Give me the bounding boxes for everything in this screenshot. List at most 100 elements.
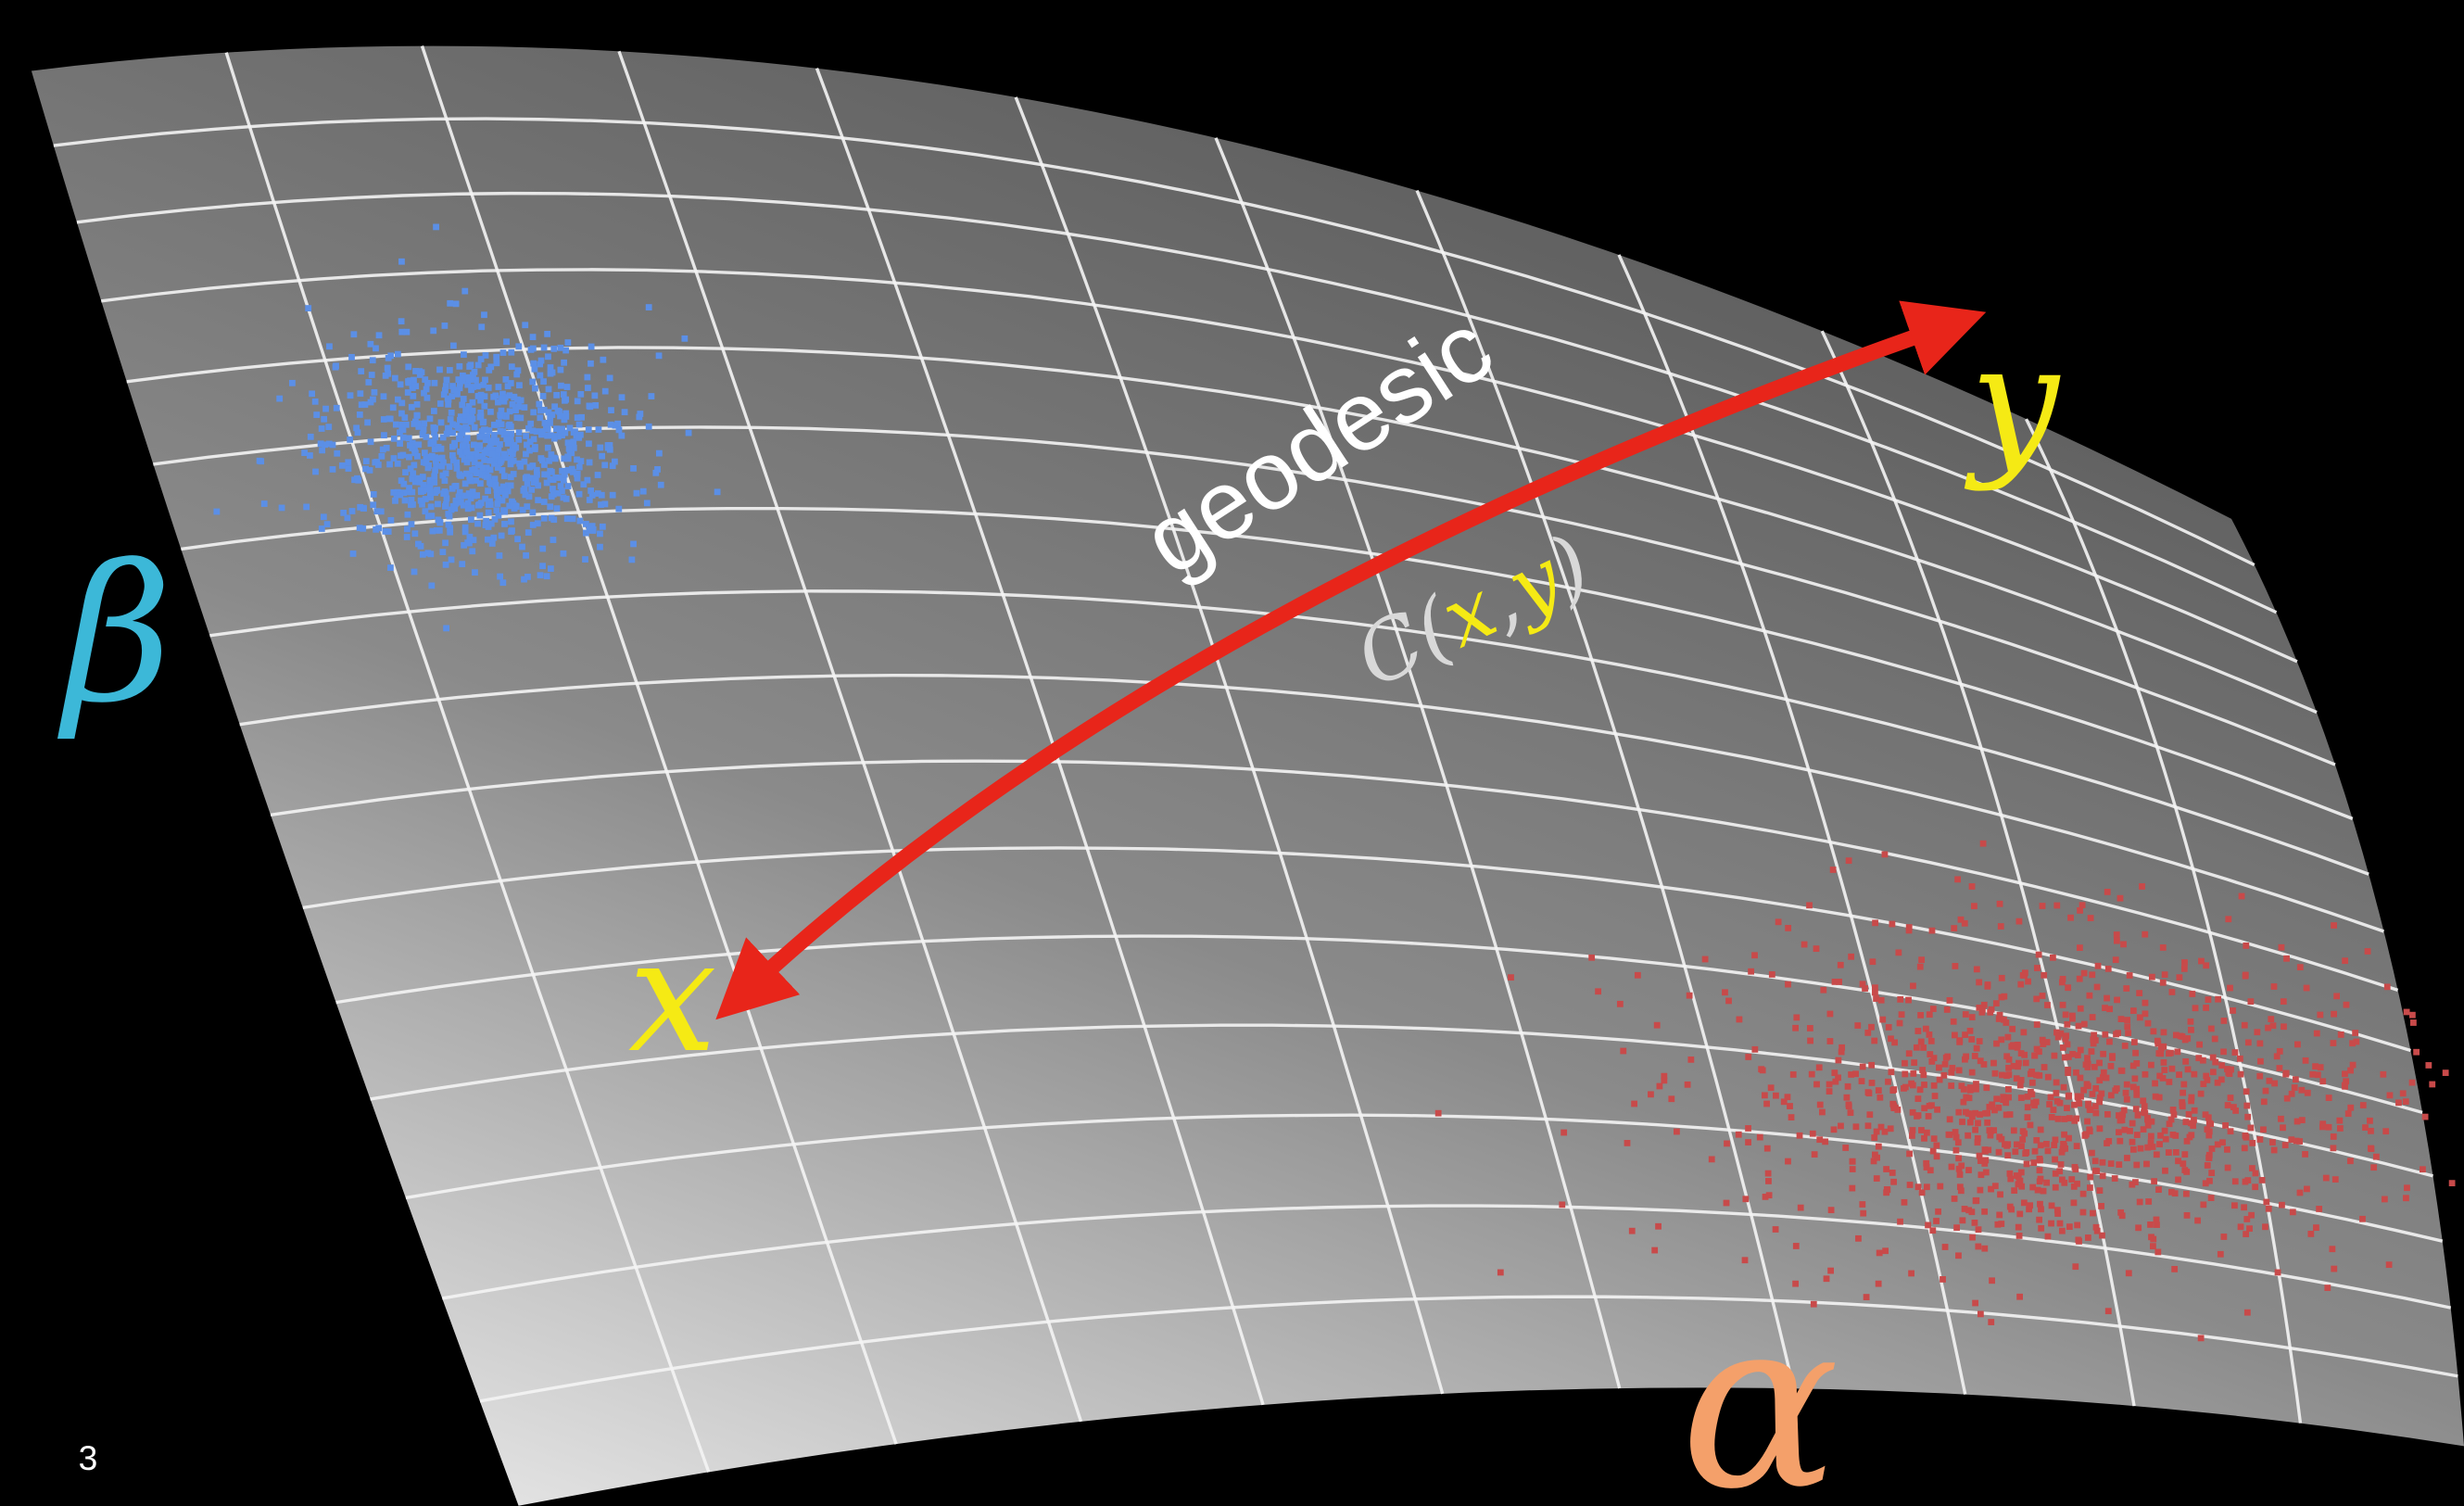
sample-point — [2041, 972, 2047, 979]
sample-point — [468, 386, 474, 393]
sample-point — [2074, 1222, 2080, 1229]
sample-point — [2066, 1054, 2072, 1060]
sample-point — [1985, 981, 1991, 988]
sample-point — [529, 509, 536, 515]
sample-point — [1992, 1070, 1999, 1077]
sample-point — [2097, 1187, 2104, 1194]
sample-point — [1617, 1001, 1624, 1007]
sample-point — [405, 389, 411, 396]
sample-point — [2129, 1182, 2135, 1188]
sample-point — [550, 346, 557, 352]
sample-point — [2169, 989, 2176, 995]
sample-point — [2365, 948, 2371, 955]
sample-point — [588, 344, 595, 350]
sample-point — [2135, 1112, 2142, 1119]
sample-point — [2269, 1139, 2276, 1145]
sample-point — [2006, 1057, 2013, 1063]
sample-point — [486, 510, 492, 516]
sample-point — [546, 386, 552, 393]
sample-point — [395, 351, 401, 358]
sample-point — [2011, 1063, 2017, 1069]
sample-point — [2279, 1202, 2285, 1209]
sample-point — [2194, 1218, 2201, 1224]
sample-point — [2106, 1039, 2113, 1045]
sample-point — [1973, 1197, 1979, 1204]
sample-point — [431, 380, 437, 386]
sample-point — [1822, 1138, 1828, 1145]
sample-point — [2254, 1029, 2260, 1035]
sample-point — [2290, 1209, 2296, 1215]
sample-point — [565, 483, 572, 489]
sample-point — [1918, 1039, 1925, 1045]
sample-point — [449, 557, 455, 563]
sample-point — [1889, 1170, 1896, 1176]
sample-point — [2136, 990, 2142, 996]
sample-point — [464, 449, 471, 455]
sample-point — [2078, 1047, 2084, 1054]
sample-point — [2122, 1043, 2129, 1049]
sample-point — [385, 355, 392, 361]
sample-point — [545, 445, 551, 451]
sample-point — [1872, 990, 1878, 996]
sample-point — [536, 401, 542, 408]
sample-point — [1559, 1201, 1565, 1208]
sample-point — [387, 564, 394, 571]
sample-point — [496, 447, 502, 453]
sample-point — [385, 365, 391, 372]
sample-point — [547, 503, 553, 510]
sample-point — [2016, 1294, 2023, 1300]
sample-point — [1872, 919, 1878, 926]
sample-point — [2034, 965, 2041, 971]
sample-point — [530, 409, 537, 415]
sample-point — [2171, 1266, 2178, 1272]
sample-point — [2403, 1195, 2409, 1201]
sample-point — [2160, 944, 2167, 951]
page-number: 3 — [79, 1438, 98, 1477]
sample-point — [2016, 1210, 2023, 1217]
sample-point — [438, 419, 445, 425]
sample-point — [411, 569, 418, 576]
sample-point — [2362, 1124, 2369, 1131]
sample-point — [1865, 1122, 1872, 1129]
sample-point — [1975, 1244, 1981, 1250]
sample-point — [2045, 1074, 2052, 1081]
sample-point — [2191, 1071, 2197, 1078]
sample-point — [1773, 1226, 1779, 1233]
sample-point — [2409, 1012, 2416, 1019]
sample-point — [1920, 1044, 1927, 1051]
sample-point — [2181, 1151, 2188, 1158]
sample-point — [2064, 1021, 2070, 1028]
sample-point — [1787, 1103, 1793, 1109]
sample-point — [1965, 1207, 1972, 1213]
sample-point — [523, 433, 529, 439]
sample-point — [1921, 1105, 1927, 1111]
sample-point — [2384, 983, 2391, 990]
sample-point — [2057, 1100, 2064, 1107]
sample-point — [550, 370, 556, 376]
sample-point — [383, 373, 389, 379]
sample-point — [582, 556, 588, 563]
sample-point — [2085, 1101, 2091, 1107]
sample-point — [1962, 920, 1968, 927]
sample-point — [1885, 1079, 1891, 1085]
sample-point — [2114, 938, 2120, 944]
sample-point — [1762, 1092, 1768, 1098]
sample-point — [502, 376, 509, 383]
sample-point — [1914, 1113, 1920, 1120]
sample-point — [449, 410, 455, 416]
sample-point — [589, 523, 596, 529]
sample-point — [2025, 979, 2031, 985]
sample-point — [2090, 1036, 2096, 1043]
sample-point — [2271, 1147, 2278, 1154]
sample-point — [1781, 1098, 1788, 1105]
sample-point — [2032, 1148, 2039, 1155]
sample-point — [405, 363, 411, 370]
sample-point — [1850, 1166, 1856, 1172]
sample-point — [391, 436, 398, 442]
sample-point — [470, 408, 476, 414]
sample-point — [501, 509, 508, 515]
sample-point — [517, 463, 524, 470]
sample-point — [2200, 1201, 2206, 1208]
sample-point — [2131, 1039, 2138, 1045]
sample-point — [423, 434, 430, 440]
